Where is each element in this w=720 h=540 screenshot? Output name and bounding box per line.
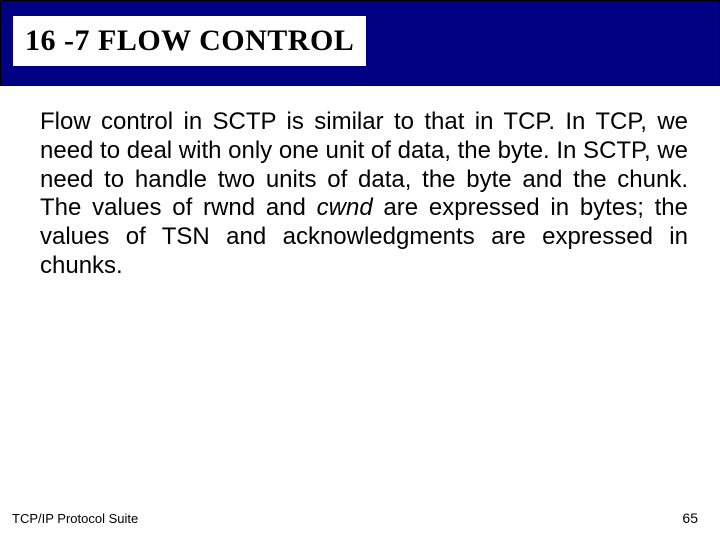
title-box: 16 -7 FLOW CONTROL [13, 16, 366, 66]
body-text-italic: cwnd [317, 194, 373, 221]
slide-title: 16 -7 FLOW CONTROL [25, 24, 354, 58]
header-band: 16 -7 FLOW CONTROL [0, 0, 720, 86]
page-number: 65 [682, 510, 698, 526]
body-paragraph: Flow control in SCTP is similar to that … [40, 108, 688, 281]
footer-left: TCP/IP Protocol Suite [12, 511, 138, 526]
body-area: Flow control in SCTP is similar to that … [0, 86, 720, 281]
